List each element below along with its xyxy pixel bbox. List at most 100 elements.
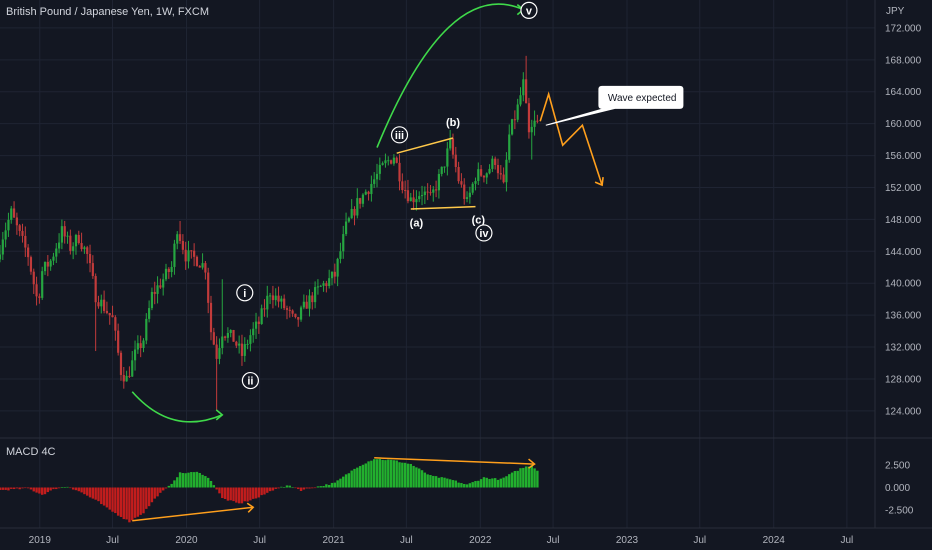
candle-body (482, 175, 486, 178)
macd-bar (201, 474, 204, 488)
candle-body (525, 79, 528, 104)
macd-bar (133, 487, 137, 518)
macd-bar (1, 487, 5, 490)
macd-bar (43, 487, 47, 495)
candle-body (131, 360, 134, 377)
macd-bar (147, 487, 151, 507)
candle-body (260, 308, 263, 325)
candle-body (499, 173, 502, 175)
candle-body (52, 256, 55, 261)
indicator-label[interactable]: MACD 4C (6, 446, 56, 458)
macd-bar (178, 472, 182, 488)
macd-bar (246, 487, 249, 502)
candle-body (336, 258, 339, 277)
candle-body (204, 263, 207, 273)
macd-bar (367, 461, 370, 488)
macd-bar (358, 466, 362, 488)
macd-bar (305, 487, 308, 489)
macd-bar (215, 487, 218, 490)
time-axis[interactable]: 2019 Jul 2020 Jul 2021 Jul 2022 Jul 2023 Jul 2024 J… (29, 535, 854, 546)
candle-body (80, 243, 83, 250)
macd-bar (237, 487, 241, 504)
price-tick-label: 148.000 (885, 215, 922, 226)
candle-body (1, 239, 4, 255)
candle-body (491, 158, 494, 169)
candle-body (401, 181, 404, 191)
candle-body (125, 375, 128, 382)
candle-body (150, 291, 154, 309)
wave-label: (a) (410, 218, 424, 230)
macd-bar (381, 459, 384, 488)
candle-body (384, 160, 387, 164)
candle-body (159, 285, 162, 288)
macd-bar (513, 471, 517, 488)
candle-body (263, 308, 266, 310)
macd-bar (302, 487, 306, 490)
candle-body (133, 349, 137, 361)
candle-body (294, 313, 297, 318)
macd-bar (493, 478, 497, 488)
candle-body (314, 287, 317, 303)
candle-body (330, 271, 334, 279)
macd-bar (524, 466, 528, 488)
grid-lines (0, 0, 932, 529)
macd-bar (392, 460, 396, 488)
macd-bar (100, 487, 103, 505)
macd-bar (420, 470, 424, 488)
macd-bar (499, 478, 503, 488)
macd-bar (412, 465, 415, 488)
candle-body (356, 198, 359, 216)
macd-divergence-arrowhead-high (528, 458, 536, 469)
wave-label-circle (241, 371, 260, 390)
candle-body (465, 197, 469, 199)
macd-bar (308, 487, 311, 489)
macd-bar (243, 487, 246, 502)
candle-body (409, 197, 412, 202)
candle-body (128, 375, 131, 377)
candle-body (243, 344, 246, 356)
macd-bar (451, 480, 455, 488)
candle-body (201, 263, 204, 268)
candle-body (353, 208, 356, 216)
macd-bar (77, 487, 80, 492)
candle-body (389, 160, 393, 164)
macd-bar (18, 487, 21, 490)
macd-bar (195, 471, 199, 488)
macd-bar (136, 487, 140, 517)
callout-shape (545, 85, 684, 126)
candle-body (63, 226, 66, 237)
macd-tick-label: 0.000 (885, 483, 910, 494)
macd-bar (63, 487, 66, 488)
candle-body (254, 321, 258, 329)
candle-body (449, 138, 452, 149)
candle-body (299, 307, 303, 320)
macd-axis[interactable]: 2.500 0.000 -2.500 (885, 461, 914, 517)
candle-body (322, 283, 325, 286)
macd-bar (280, 486, 283, 488)
green-arc-top (376, 3, 524, 148)
macd-bar (131, 487, 134, 521)
price-tick-label: 172.000 (885, 23, 922, 34)
candle-body (184, 249, 187, 262)
macd-bar (398, 462, 401, 488)
macd-bar (94, 487, 97, 500)
time-tick-label: 2019 (29, 535, 52, 546)
macd-tick-label: -2.500 (885, 506, 914, 517)
projection-arrowhead (594, 176, 604, 187)
candle-body (283, 298, 286, 309)
macd-bar (49, 487, 52, 491)
macd-divergence-arrowhead-low (246, 502, 255, 513)
price-axis[interactable]: JPY 172.000 168.000 164.000 160.000 156.000 1… (885, 6, 922, 417)
macd-bar (32, 487, 35, 492)
candle-body (46, 261, 49, 267)
macd-bar (282, 487, 286, 488)
macd-bar (330, 482, 334, 488)
macd-bar (74, 487, 78, 491)
candle-body (209, 302, 213, 333)
chart-title[interactable]: British Pound / Japanese Yen, 1W, FXCM (6, 6, 210, 18)
candle-body (94, 276, 97, 303)
macd-bar (108, 487, 111, 510)
candle-body (229, 329, 232, 333)
candle-body (505, 159, 508, 183)
macd-bar (159, 487, 162, 493)
